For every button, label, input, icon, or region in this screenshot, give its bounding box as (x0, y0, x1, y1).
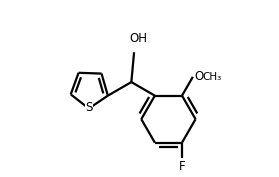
Text: OH: OH (129, 32, 147, 45)
Text: F: F (179, 160, 185, 173)
Text: S: S (85, 101, 93, 114)
Text: CH₃: CH₃ (202, 72, 222, 82)
Text: O: O (194, 70, 203, 83)
